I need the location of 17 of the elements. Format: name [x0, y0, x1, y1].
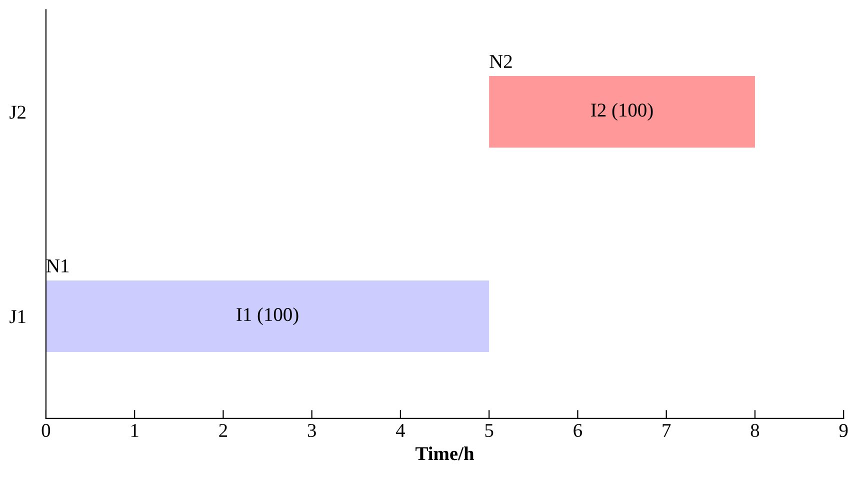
y-tick-label: J2 [10, 106, 26, 119]
x-tick-label: 9 [839, 424, 848, 438]
x-tick-label: 4 [396, 424, 406, 437]
data-label: I1 (100) [236, 307, 298, 326]
x-tick-label: 2 [219, 424, 227, 437]
x-tick-label: 5 [485, 424, 494, 438]
y-tick-label: J1 [10, 310, 26, 324]
x-tick-label: 1 [131, 424, 138, 437]
x-tick-label: 7 [662, 424, 671, 437]
annotation: N1 [46, 259, 69, 272]
x-tick-label: 0 [42, 424, 50, 438]
annotation: N2 [490, 54, 512, 68]
x-tick-label: 6 [574, 424, 582, 438]
x-axis-title: Time/h [416, 446, 474, 460]
x-tick-label: 3 [308, 424, 316, 438]
data-label: I2 (100) [591, 103, 653, 121]
x-tick-label: 8 [750, 424, 760, 438]
